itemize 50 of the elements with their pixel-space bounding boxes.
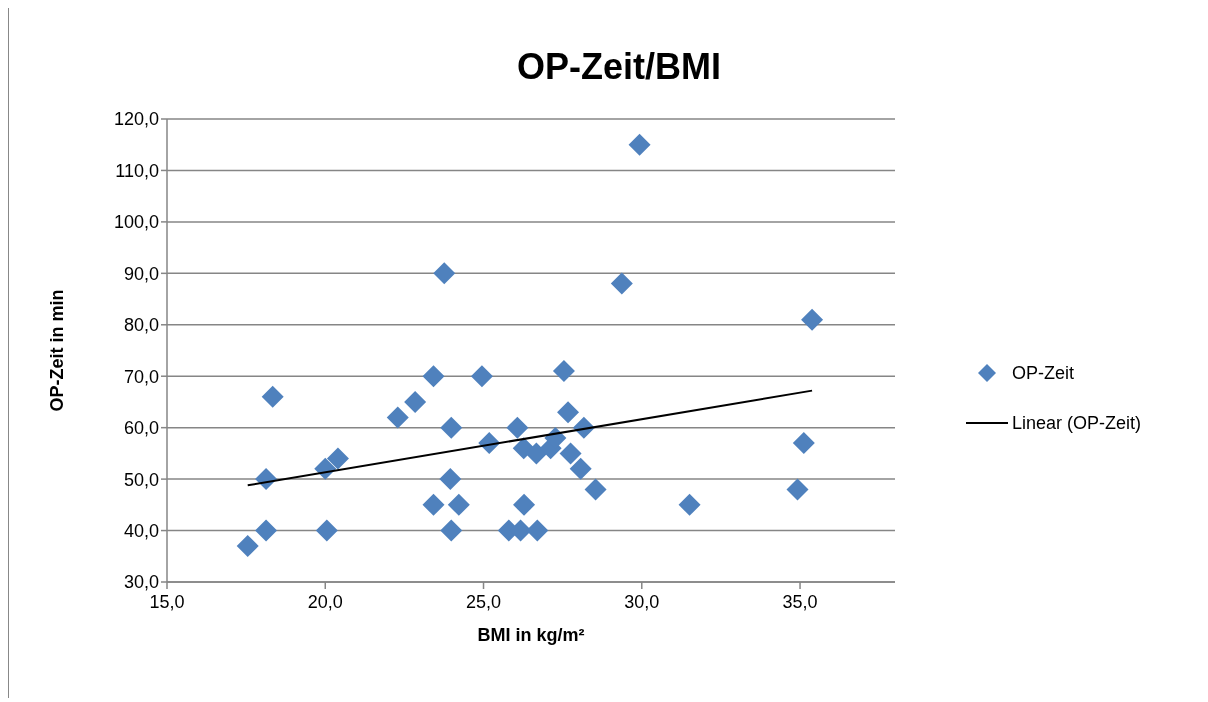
y-tick-label: 40,0: [123, 520, 159, 541]
point: [786, 478, 809, 501]
x-tick-label: 35,0: [782, 591, 818, 612]
point: [678, 493, 701, 516]
y-tick-label: 30,0: [123, 572, 159, 593]
point: [559, 442, 582, 465]
point: [569, 457, 592, 480]
point: [440, 416, 463, 439]
legend-label: Linear (OP-Zeit): [1012, 412, 1142, 434]
point: [628, 133, 651, 156]
x-tick-label: 20,0: [307, 591, 343, 612]
y-tick-label: 70,0: [123, 366, 159, 387]
point: [470, 365, 493, 388]
point: [261, 385, 284, 408]
point: [610, 272, 633, 295]
point: [792, 432, 815, 455]
point: [440, 519, 463, 542]
point: [404, 390, 427, 413]
y-tick-label: 80,0: [123, 315, 159, 336]
point: [439, 468, 462, 491]
y-tick-label: 100,0: [113, 212, 159, 233]
y-tick-label: 120,0: [113, 109, 159, 130]
x-tick-label: 15,0: [149, 591, 185, 612]
legend-label: OP-Zeit: [1012, 362, 1075, 384]
y-axis-title: OP-Zeit in min: [47, 289, 68, 412]
point: [315, 519, 338, 542]
point: [386, 406, 409, 429]
point: [236, 534, 259, 557]
point: [525, 442, 548, 465]
y-tick-label: 60,0: [123, 418, 159, 439]
point: [506, 416, 529, 439]
point: [513, 493, 536, 516]
point: [433, 262, 456, 285]
point: [801, 308, 824, 331]
point: [526, 519, 549, 542]
point: [584, 478, 607, 501]
y-tick-label: 90,0: [123, 263, 159, 284]
x-tick-label: 30,0: [624, 591, 660, 612]
point: [255, 519, 278, 542]
point: [422, 493, 445, 516]
point: [422, 365, 445, 388]
point: [326, 447, 349, 470]
x-axis-title: BMI in kg/m²: [477, 624, 585, 645]
point: [557, 401, 580, 424]
point: [447, 493, 470, 516]
y-tick-label: 50,0: [123, 469, 159, 490]
chart-title: OP-Zeit/BMI: [516, 46, 722, 88]
x-tick-label: 25,0: [466, 591, 502, 612]
y-tick-label: 110,0: [115, 160, 159, 181]
point: [552, 360, 575, 383]
